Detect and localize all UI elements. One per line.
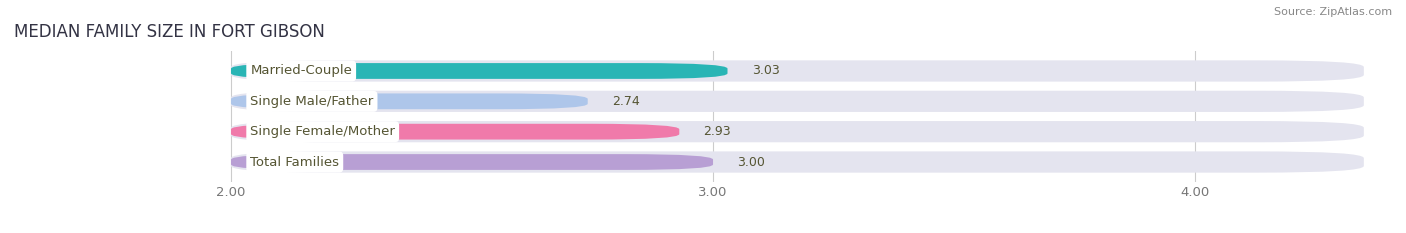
FancyBboxPatch shape bbox=[231, 93, 588, 109]
Text: Single Male/Father: Single Male/Father bbox=[250, 95, 374, 108]
FancyBboxPatch shape bbox=[231, 121, 1364, 142]
Text: 3.03: 3.03 bbox=[752, 65, 779, 78]
Text: MEDIAN FAMILY SIZE IN FORT GIBSON: MEDIAN FAMILY SIZE IN FORT GIBSON bbox=[14, 23, 325, 41]
FancyBboxPatch shape bbox=[231, 154, 713, 170]
FancyBboxPatch shape bbox=[231, 63, 727, 79]
FancyBboxPatch shape bbox=[231, 91, 1364, 112]
Text: Married-Couple: Married-Couple bbox=[250, 65, 352, 78]
Text: Source: ZipAtlas.com: Source: ZipAtlas.com bbox=[1274, 7, 1392, 17]
Text: 2.74: 2.74 bbox=[612, 95, 640, 108]
FancyBboxPatch shape bbox=[231, 124, 679, 140]
FancyBboxPatch shape bbox=[231, 151, 1364, 173]
FancyBboxPatch shape bbox=[231, 60, 1364, 82]
Text: 3.00: 3.00 bbox=[737, 155, 765, 168]
Text: 2.93: 2.93 bbox=[703, 125, 731, 138]
Text: Single Female/Mother: Single Female/Mother bbox=[250, 125, 395, 138]
Text: Total Families: Total Families bbox=[250, 155, 339, 168]
